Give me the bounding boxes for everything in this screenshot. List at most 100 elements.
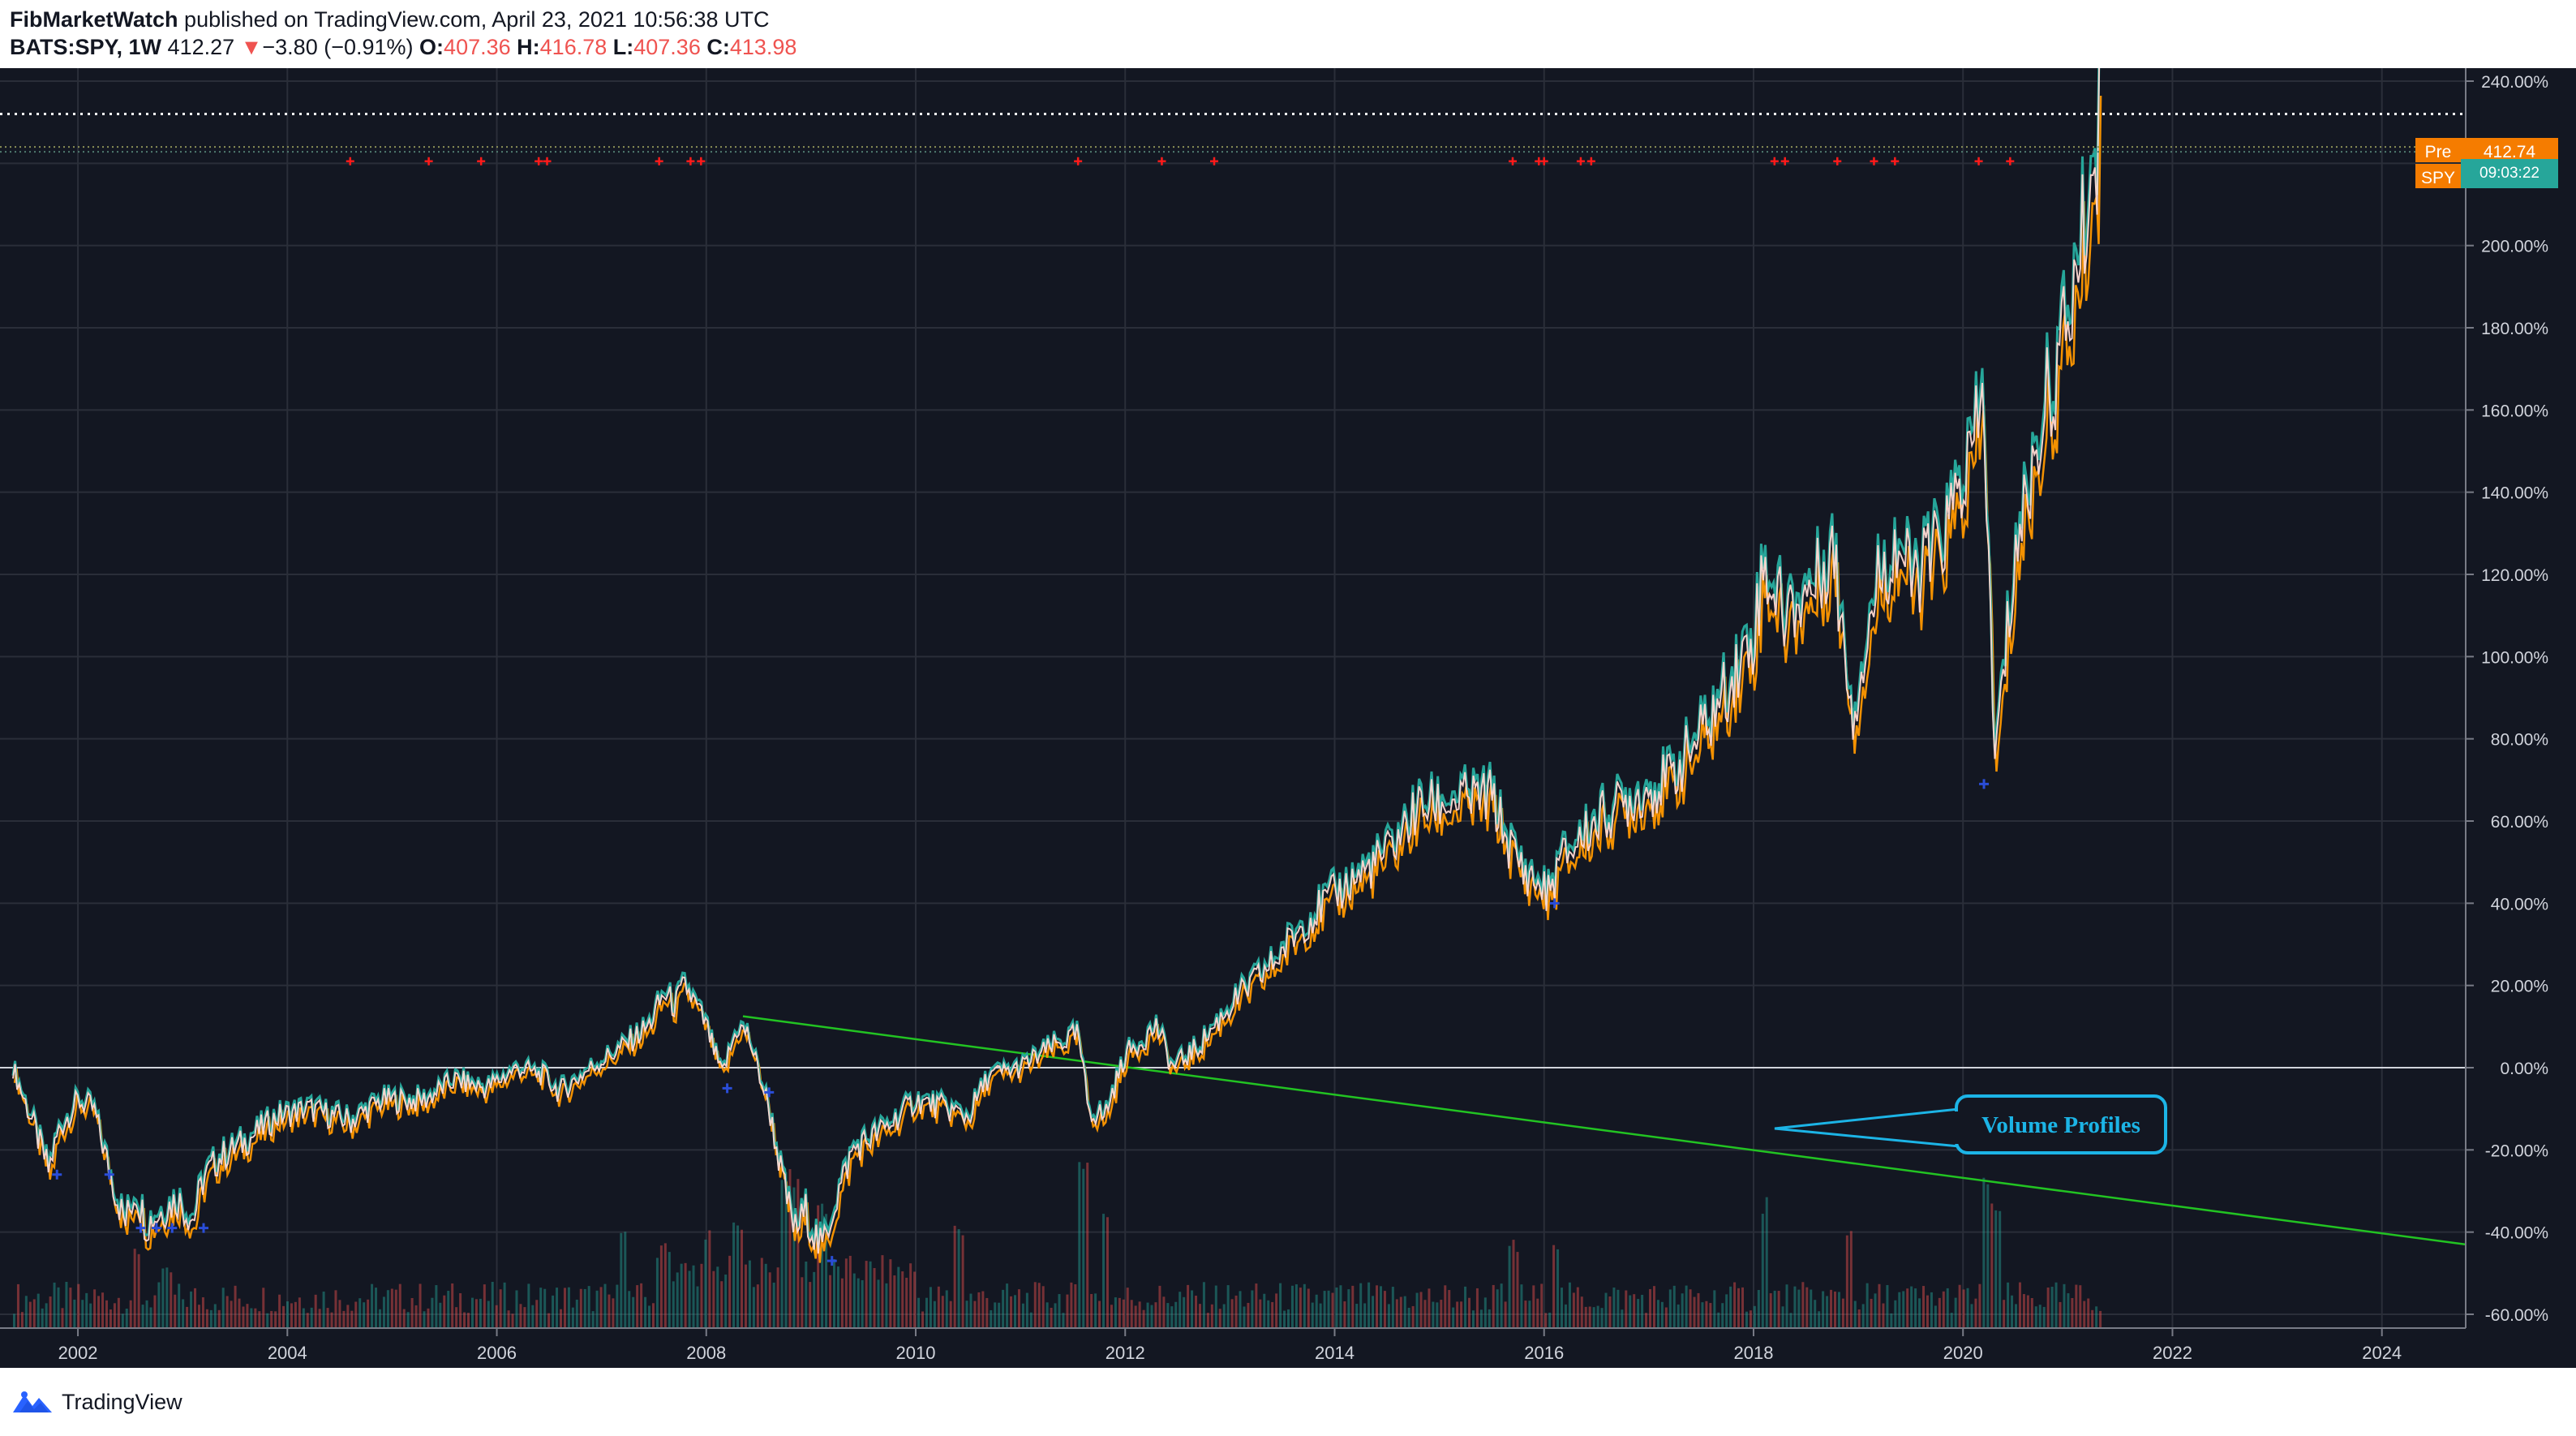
author-name[interactable]: FibMarketWatch: [10, 7, 178, 32]
volume-bar: [1713, 1290, 1716, 1328]
volume-bar: [736, 1225, 740, 1328]
volume-bar: [157, 1282, 161, 1328]
y-tick-label: 160.00%: [2481, 402, 2548, 420]
chart-area[interactable]: Volume Profiles 240.00%220.00%200.00%180…: [0, 45, 2576, 1368]
volume-bar: [443, 1295, 446, 1328]
volume-profiles-callout[interactable]: Volume Profiles: [1774, 1094, 2167, 1154]
red-signal-marker: [1539, 157, 1548, 166]
volume-bar: [470, 1297, 474, 1328]
tradingview-brand[interactable]: TradingView: [11, 1384, 182, 1420]
volume-bar: [2030, 1298, 2033, 1328]
volume-bar: [865, 1261, 868, 1328]
volume-bar: [1440, 1300, 1443, 1328]
volume-bar: [182, 1299, 185, 1328]
volume-bar: [1198, 1304, 1201, 1328]
volume-bar: [1564, 1304, 1567, 1328]
volume-bar: [1343, 1301, 1346, 1328]
y-tick-label: 240.00%: [2481, 73, 2548, 92]
volume-bar: [945, 1290, 948, 1328]
volume-bar: [2026, 1295, 2029, 1328]
volume-bar: [1210, 1304, 1213, 1328]
volume-bar: [459, 1293, 462, 1328]
volume-bar: [105, 1300, 108, 1328]
volume-bar: [234, 1285, 237, 1328]
blue-signal-marker: [1549, 898, 1560, 909]
volume-bar: [394, 1289, 397, 1328]
volume-bar: [608, 1294, 611, 1328]
volume-bar: [1697, 1292, 1700, 1328]
volume-bar: [1633, 1294, 1636, 1328]
volume-bar: [1460, 1301, 1463, 1328]
volume-bar: [1355, 1304, 1359, 1328]
volume-bar: [913, 1271, 917, 1328]
close-label: C:: [706, 35, 730, 59]
volume-bar: [1701, 1302, 1704, 1328]
volume-bar: [1202, 1282, 1205, 1328]
volume-bar: [624, 1232, 627, 1328]
volume-bar: [1910, 1286, 1913, 1328]
volume-bar: [97, 1296, 101, 1328]
volume-bar: [371, 1283, 374, 1328]
volume-bar: [1612, 1288, 1616, 1328]
volume-bar: [250, 1308, 253, 1328]
volume-bar: [1532, 1285, 1535, 1328]
volume-bar: [346, 1305, 350, 1328]
volume-bar: [1512, 1240, 1515, 1328]
volume-bar: [221, 1288, 225, 1328]
volume-bar: [1110, 1305, 1113, 1328]
volume-bar: [1267, 1300, 1270, 1328]
callout-text: Volume Profiles: [1981, 1112, 2140, 1138]
volume-bar: [1789, 1313, 1792, 1328]
volume-bar: [467, 1313, 470, 1328]
volume-bar: [487, 1301, 490, 1328]
volume-bar: [1391, 1287, 1394, 1328]
volume-bar: [1054, 1303, 1057, 1328]
volume-bar: [1162, 1296, 1166, 1328]
volume-bar: [1226, 1285, 1230, 1328]
volume-bar: [455, 1307, 458, 1328]
volume-bar: [117, 1297, 120, 1328]
volume-bar: [1962, 1289, 1965, 1328]
volume-bar: [1733, 1282, 1737, 1328]
volume-bar: [230, 1301, 233, 1328]
volume-bar: [809, 1282, 812, 1328]
volume-bar: [2007, 1282, 2010, 1328]
volume-bar: [1572, 1292, 1575, 1328]
volume-bar: [1359, 1283, 1363, 1328]
volume-bar: [1010, 1296, 1013, 1328]
volume-bar: [290, 1303, 293, 1328]
volume-bar: [768, 1272, 771, 1328]
volume-bar: [1894, 1300, 1897, 1328]
volume-bar: [435, 1285, 438, 1328]
volume-bar: [1351, 1285, 1355, 1328]
price-chart[interactable]: Volume Profiles 240.00%220.00%200.00%180…: [0, 45, 2576, 1368]
blue-signal-marker: [198, 1223, 208, 1233]
volume-bar: [16, 1283, 19, 1328]
volume-bar: [254, 1308, 257, 1328]
volume-bar: [1958, 1284, 1961, 1328]
volume-bar: [836, 1266, 839, 1328]
volume-bar: [330, 1312, 333, 1328]
volume-bar: [1946, 1288, 1949, 1328]
volume-bar: [499, 1289, 502, 1328]
symbol-label[interactable]: BATS:SPY, 1W: [10, 35, 162, 59]
volume-bar: [805, 1261, 808, 1328]
volume-bar: [1331, 1292, 1334, 1328]
volume-bar: [1372, 1296, 1375, 1328]
axes[interactable]: 240.00%220.00%200.00%180.00%160.00%140.0…: [0, 68, 2548, 1363]
trendline[interactable]: [742, 1015, 2467, 1246]
volume-bar: [1271, 1301, 1274, 1328]
volume-bar: [447, 1291, 450, 1328]
volume-bar: [57, 1287, 60, 1328]
volume-bar: [563, 1288, 566, 1328]
volume-bar: [53, 1282, 56, 1328]
volume-bar: [1327, 1290, 1330, 1328]
volume-bar: [2054, 1282, 2058, 1328]
x-tick-label: 2022: [2153, 1343, 2192, 1363]
volume-bar: [788, 1169, 792, 1328]
volume-bar: [1757, 1290, 1760, 1328]
volume-bar: [20, 1312, 24, 1328]
x-tick-label: 2010: [896, 1343, 936, 1363]
volume-bar: [1102, 1214, 1106, 1328]
volume-bar: [1833, 1291, 1836, 1328]
